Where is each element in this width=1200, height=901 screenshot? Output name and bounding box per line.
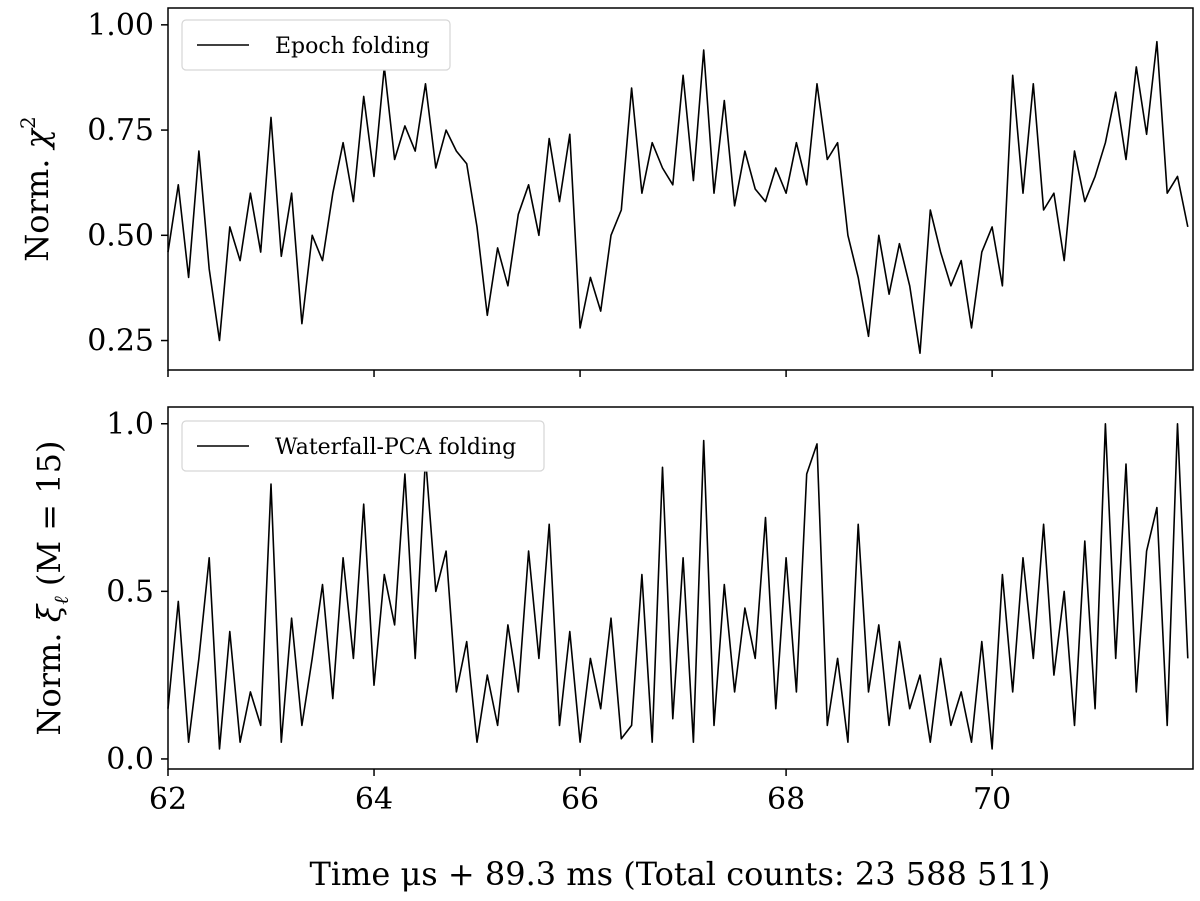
bottom-y-tick-label: 1.0 <box>106 407 154 442</box>
bottom-x-tick-label: 66 <box>561 782 599 817</box>
bottom-x-ticks: 62 64 66 68 70 <box>149 769 1011 817</box>
epoch-folding-series <box>167 40 1189 355</box>
bottom-y-ticks: 0.0 0.5 1.0 <box>106 407 168 777</box>
bottom-x-tick-label: 62 <box>149 782 187 817</box>
bottom-x-tick-label: 68 <box>767 782 805 817</box>
top-legend: Epoch folding <box>181 19 451 71</box>
epoch-folding-panel: 0.25 0.50 0.75 1.00 Epoch folding Norm. χ2 <box>16 7 1194 377</box>
bottom-x-tick-label: 64 <box>355 782 393 817</box>
top-y-tick-label: 0.75 <box>87 113 154 148</box>
x-axis-label: Time μs + 89.3 ms (Total counts: 23 588 … <box>309 855 1050 893</box>
waterfall-pca-panel: 62 64 66 68 70 0.0 0.5 1.0 Waterfall-PCA foldi… <box>30 406 1194 893</box>
bottom-legend: Waterfall-PCA folding <box>181 420 545 472</box>
top-y-tick-label: 0.50 <box>87 218 154 253</box>
bottom-y-axis-label: Norm. ξℓ (M = 15) <box>30 441 73 736</box>
top-axes-frame <box>167 7 1194 371</box>
bottom-y-tick-label: 0.5 <box>106 574 154 609</box>
bottom-x-tick-label: 70 <box>973 782 1011 817</box>
bottom-series-line-0 <box>167 422 1189 750</box>
top-series-line-0 <box>167 40 1189 355</box>
bottom-y-tick-label: 0.0 <box>106 742 154 777</box>
top-y-ticks: 0.25 0.50 0.75 1.00 <box>87 8 168 359</box>
top-x-ticks <box>167 370 993 377</box>
top-legend-box <box>181 19 451 71</box>
bottom-legend-label: Waterfall-PCA folding <box>275 435 516 460</box>
waterfall-pca-series <box>167 422 1189 750</box>
top-y-axis-label: Norm. χ2 <box>16 116 56 261</box>
top-y-tick-label: 0.25 <box>87 324 154 359</box>
top-legend-label: Epoch folding <box>275 34 430 59</box>
top-y-tick-label: 1.00 <box>87 8 154 43</box>
bottom-axes-frame <box>167 406 1194 770</box>
bottom-legend-box <box>181 420 545 472</box>
